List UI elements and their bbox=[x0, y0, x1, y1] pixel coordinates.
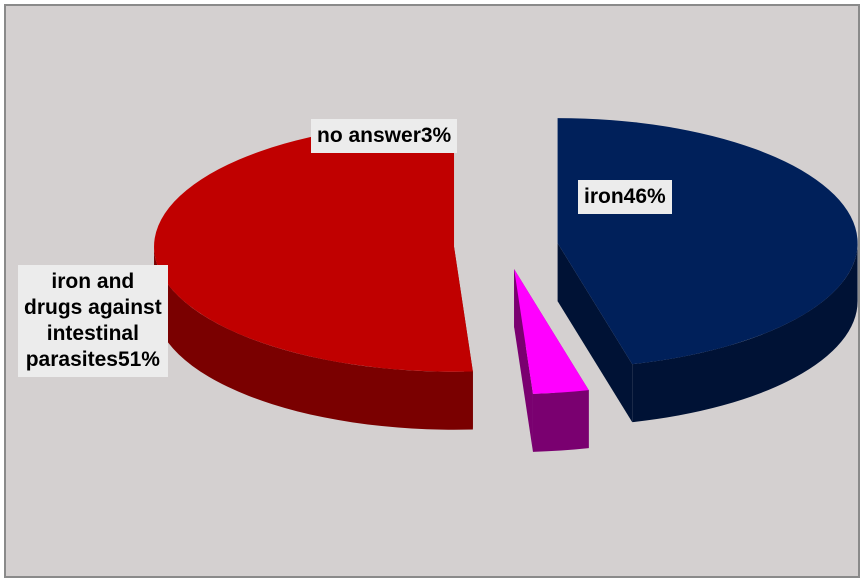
pie-slice-wall-iron-and-drugs-against-intestinal-parasites-0 bbox=[154, 246, 473, 430]
data-label-line: parasites51% bbox=[25, 348, 160, 371]
data-label-iron-and-drugs: iron and drugs against intestinal parasi… bbox=[18, 265, 168, 377]
pie-slice-iron-and-drugs-against-intestinal-parasites bbox=[154, 121, 473, 430]
data-label-line: iron and bbox=[51, 270, 135, 293]
pie-slice-top-no-answer bbox=[514, 269, 589, 394]
pie-slice-edge-no-answer-1 bbox=[514, 269, 533, 452]
data-label-no-answer-text: no answer3% bbox=[317, 124, 452, 147]
pie-slice-wall-iron-0 bbox=[632, 243, 858, 423]
pie-slice-wall-no-answer-0 bbox=[532, 390, 589, 452]
chart-area: iron46% no answer3% iron and drugs again… bbox=[4, 4, 860, 578]
pie-slice-iron bbox=[557, 118, 858, 423]
pie-slice-edge-iron-1 bbox=[557, 243, 633, 423]
data-label-no-answer: no answer3% bbox=[311, 119, 458, 153]
pie-slice-top-iron bbox=[557, 118, 858, 365]
pie-chart bbox=[154, 118, 858, 452]
data-label-iron-text: iron46% bbox=[584, 185, 666, 208]
pie-slice-top-iron-and-drugs-against-intestinal-parasites bbox=[154, 121, 473, 372]
data-label-iron: iron46% bbox=[578, 180, 672, 214]
data-label-line: intestinal bbox=[46, 322, 139, 345]
pie-slice-no-answer bbox=[514, 269, 589, 452]
data-label-line: drugs against bbox=[24, 296, 162, 319]
